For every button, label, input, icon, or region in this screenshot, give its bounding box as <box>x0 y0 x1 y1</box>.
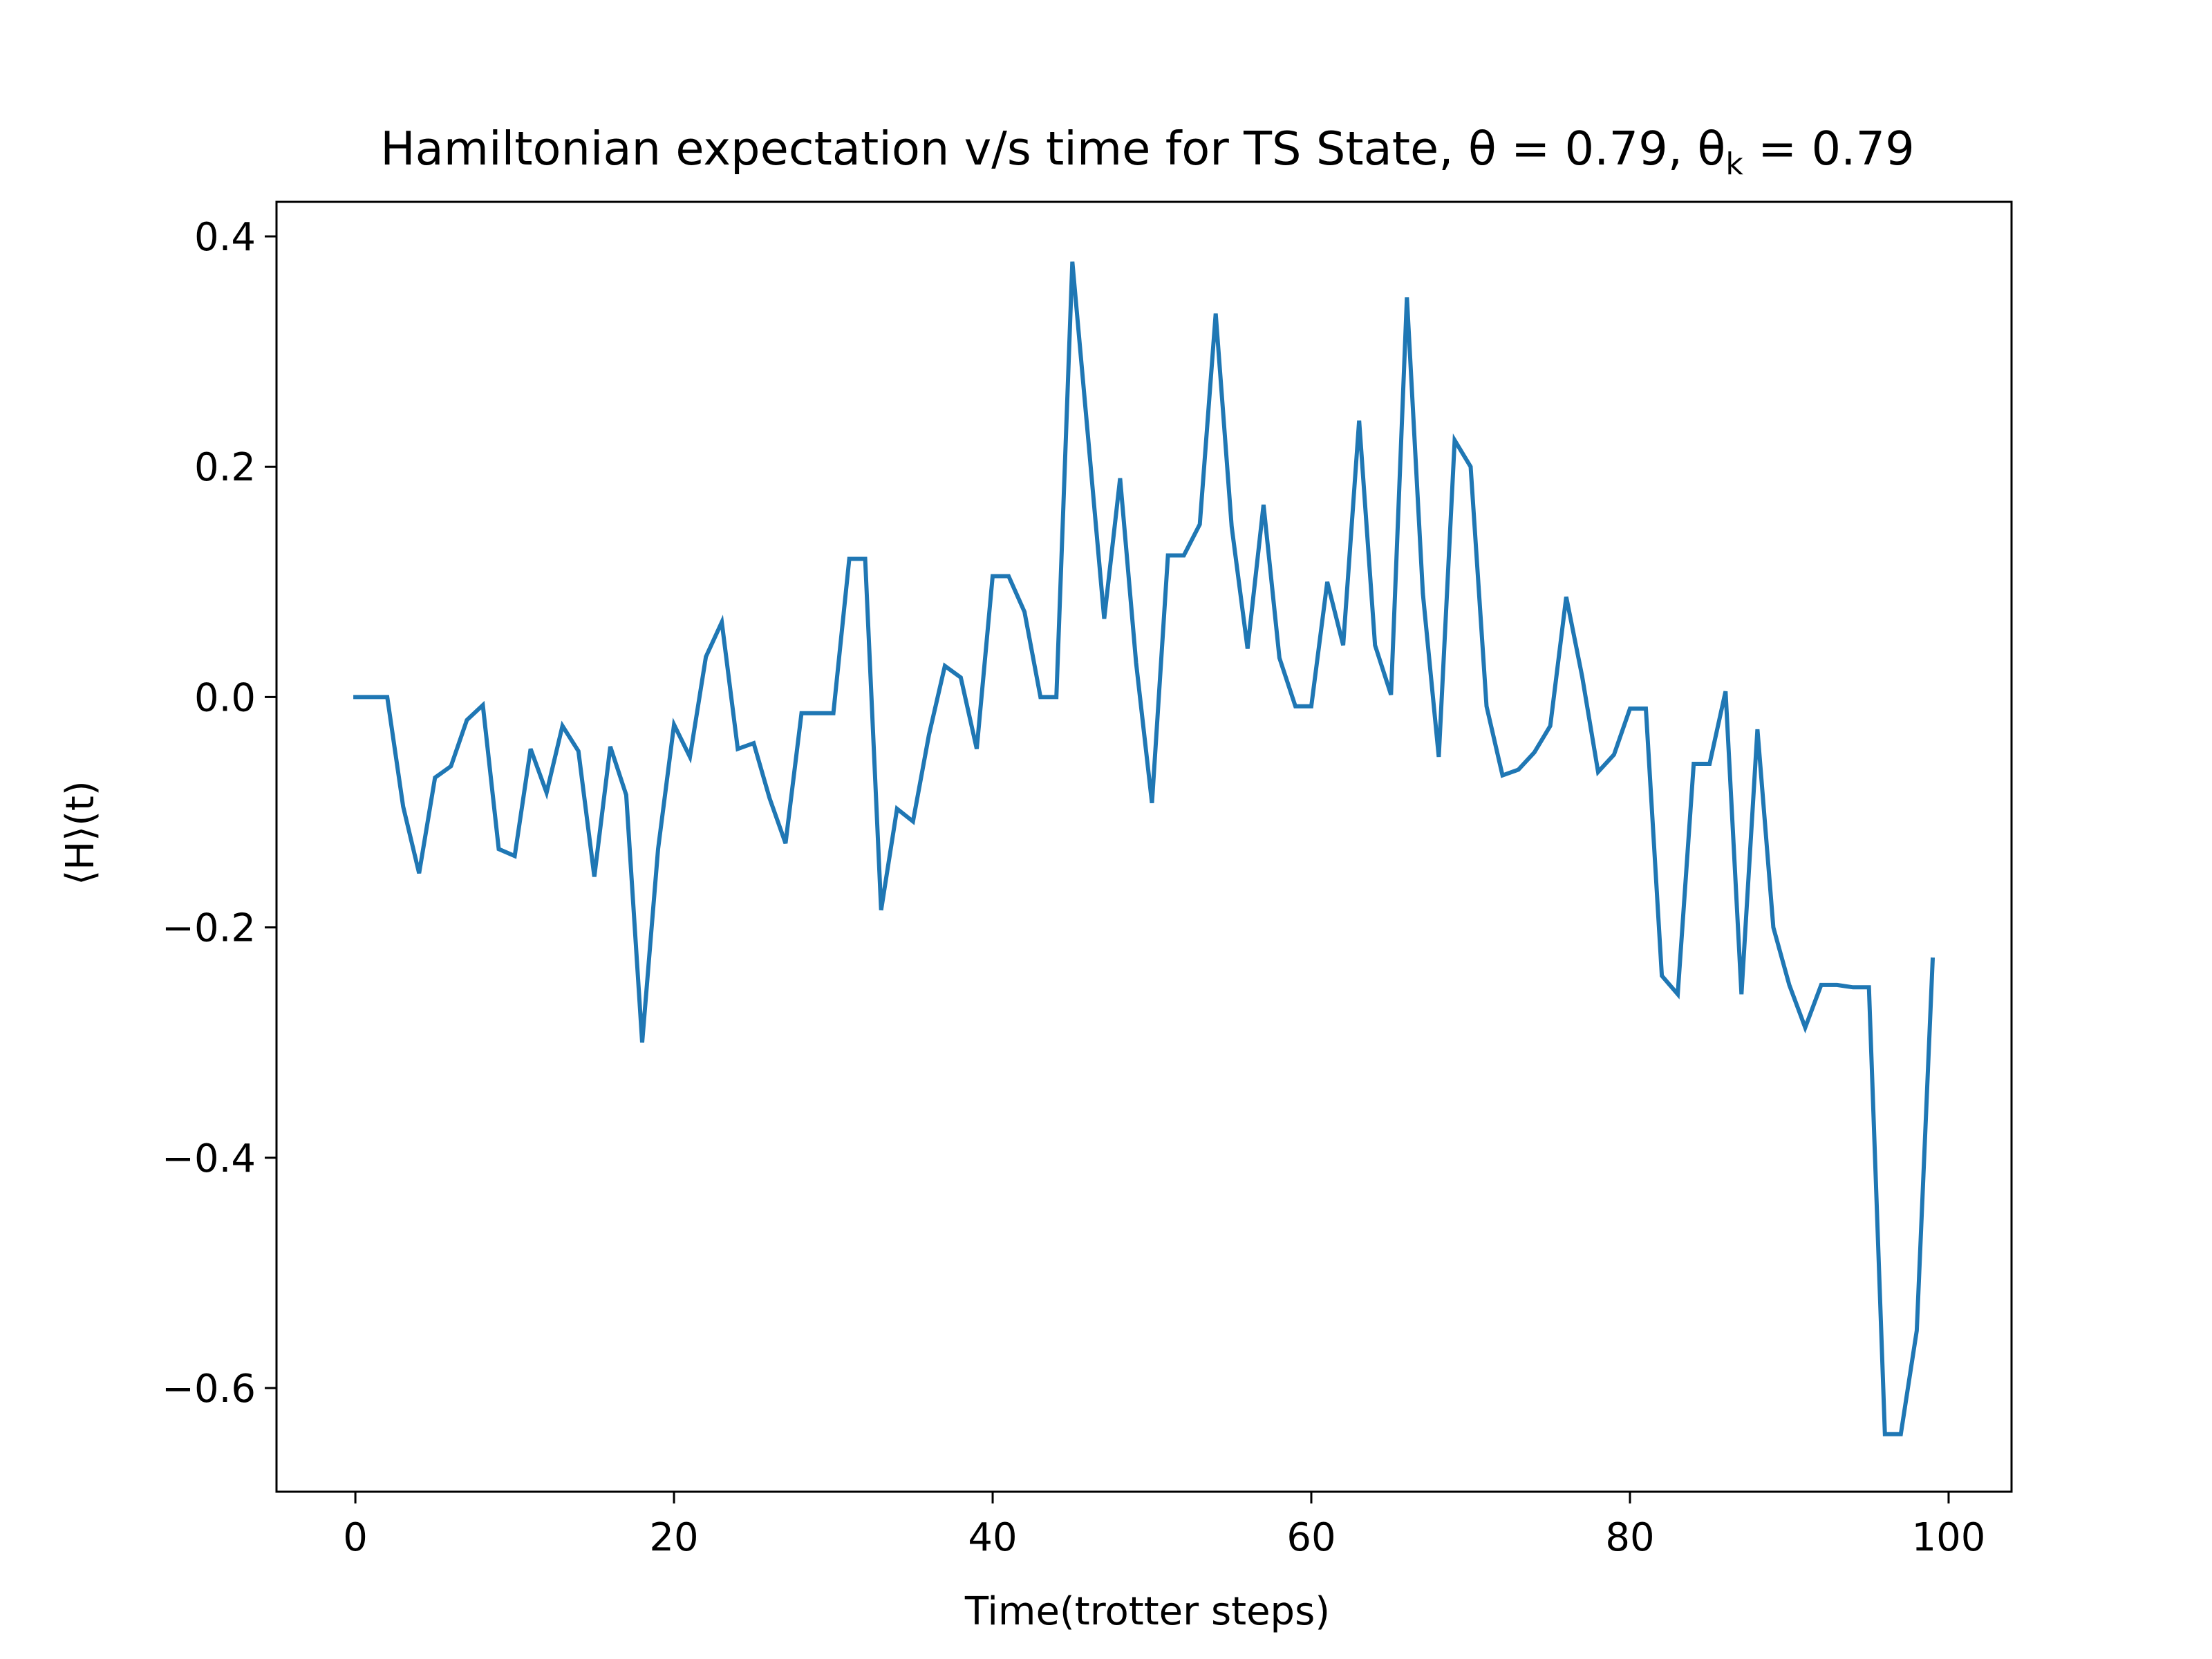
y-tick-label: 0.4 <box>194 215 256 260</box>
x-tick-label: 100 <box>1912 1515 1986 1560</box>
y-tick-label: −0.4 <box>162 1136 256 1181</box>
x-axis: 0 20 40 60 80 100 <box>343 1492 1985 1560</box>
y-tick-label: 0.0 <box>194 675 256 720</box>
x-tick-label: 80 <box>1605 1515 1654 1560</box>
plot-area <box>275 200 2013 1493</box>
y-tick-label: −0.2 <box>162 906 256 951</box>
chart-title: Hamiltonian expectation v/s time for TS … <box>380 122 1914 182</box>
x-tick-label: 20 <box>649 1515 698 1560</box>
y-axis-title: ⟨H⟩(t) <box>58 780 103 885</box>
x-axis-title: Time(trotter steps) <box>964 1589 1330 1634</box>
x-tick-label: 60 <box>1286 1515 1335 1560</box>
y-tick-label: −0.6 <box>162 1367 256 1412</box>
y-tick-label: 0.2 <box>194 445 256 490</box>
y-axis: −0.6 −0.4 −0.2 0.0 0.2 0.4 <box>162 215 276 1412</box>
series-line <box>353 261 1936 1436</box>
x-tick-label: 0 <box>343 1515 368 1560</box>
axes-frame <box>275 200 2013 1493</box>
x-tick-label: 40 <box>968 1515 1017 1560</box>
